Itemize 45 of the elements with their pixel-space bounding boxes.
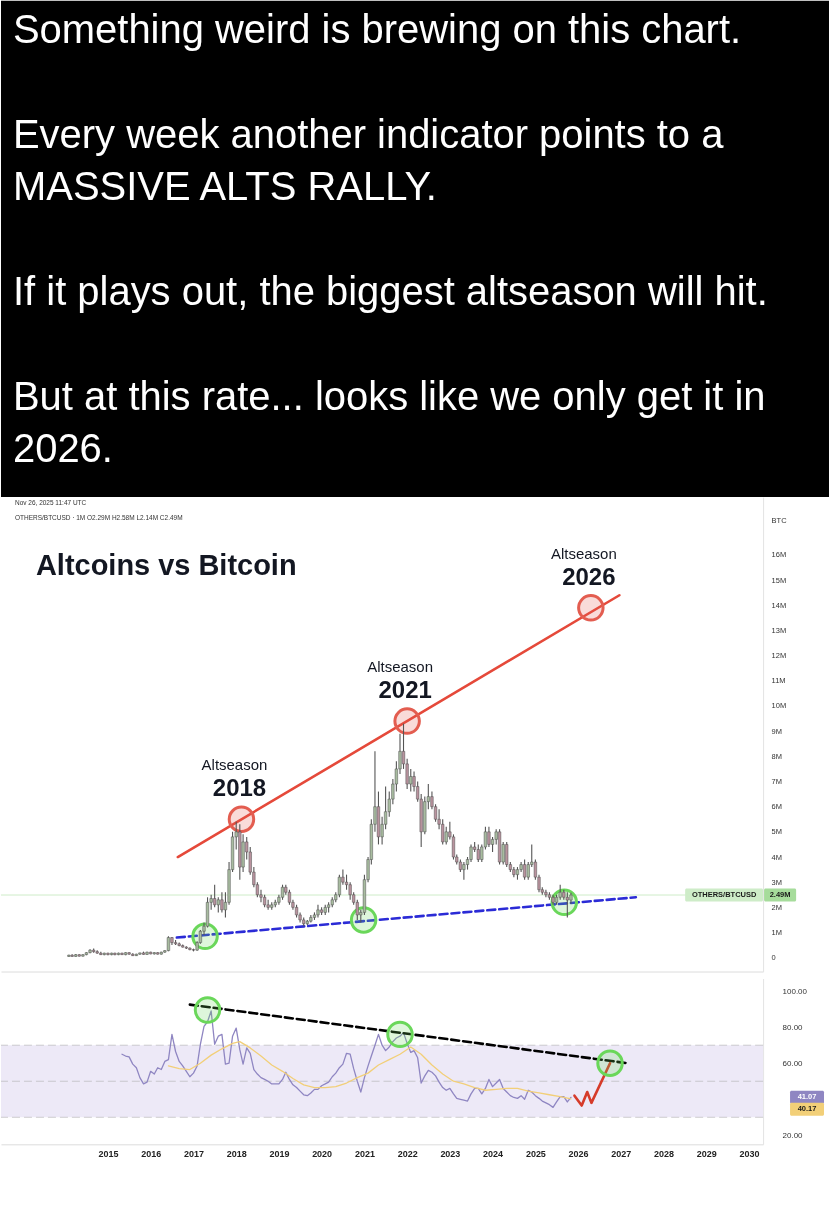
annotation: Altseason 2021	[367, 658, 434, 704]
text: Altcoins vs Bitcoin	[35, 549, 297, 582]
candlestick	[505, 841, 509, 868]
x-tick-label: 2024	[483, 1148, 504, 1159]
y-tick-label: 100.00	[782, 986, 808, 996]
text: Something weird is brewing on this chart.	[12, 6, 742, 51]
y-tick-label: 60.00	[782, 1058, 804, 1068]
x-tick-label: 2020	[312, 1148, 333, 1159]
text: If it plays out, the biggest altseason will hit.	[12, 268, 768, 313]
x-tick-label: 2023	[440, 1148, 461, 1159]
x-tick-label: 2029	[696, 1148, 717, 1159]
point	[393, 707, 421, 735]
x-tick-label: 2022	[397, 1148, 418, 1159]
x-tick-label: 2017	[184, 1148, 204, 1159]
candlestick	[487, 826, 491, 848]
x-tick-label: 2021	[354, 1148, 375, 1159]
point	[596, 1049, 624, 1077]
annotation: Altseason 2018	[201, 756, 268, 802]
x-tick-label: 2026	[568, 1148, 589, 1159]
y-tick-label: 20.00	[782, 1130, 804, 1140]
candlestick	[266, 899, 270, 911]
point	[227, 805, 256, 833]
text: Every week another indicator points to a MASSIVE ALTS RALLY.	[12, 111, 725, 208]
line-series	[121, 1010, 572, 1109]
x-tick-label: 2018	[226, 1148, 247, 1159]
candlestick	[462, 861, 466, 881]
candlestick	[544, 889, 548, 898]
candlestick	[451, 833, 456, 861]
x-tick-label: 2019	[269, 1148, 290, 1159]
point	[577, 594, 605, 622]
point	[193, 996, 222, 1024]
candlestick	[337, 874, 341, 898]
annotation: Altseason 2026	[550, 544, 617, 590]
text: But at this rate... looks like we only get it in 2026.	[12, 373, 766, 471]
candlestick	[220, 891, 224, 913]
point	[386, 1020, 414, 1049]
y-tick-label: 80.00	[782, 1022, 804, 1032]
x-tick-label: 2027	[611, 1148, 632, 1159]
x-tick-label: 2028	[654, 1148, 674, 1159]
candlestick	[213, 884, 217, 908]
x-tick-label: 2016	[141, 1148, 162, 1159]
x-tick-label: 2030	[739, 1148, 760, 1159]
x-tick-label: 2025	[525, 1148, 546, 1159]
x-tick-label: 2015	[98, 1148, 119, 1159]
line-series	[167, 1040, 572, 1100]
